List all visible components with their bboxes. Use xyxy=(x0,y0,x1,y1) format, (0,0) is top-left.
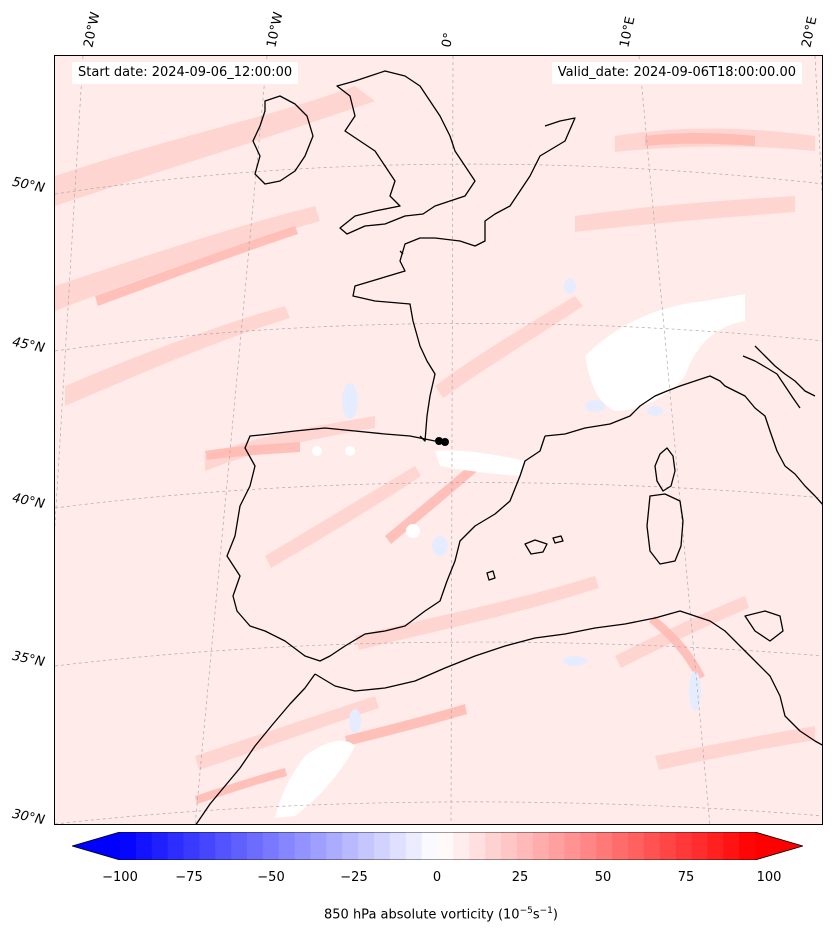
coastlines xyxy=(195,70,822,824)
colorbar-segment xyxy=(659,832,677,860)
lat-label-40n: 40°N xyxy=(10,490,46,513)
colorbar-tick-neg75: −75 xyxy=(175,870,203,885)
colorbar-segment xyxy=(326,832,343,860)
colorbar-segment xyxy=(231,832,248,860)
coast-adriatic xyxy=(754,345,816,397)
lat-label-45n: 45°N xyxy=(10,334,46,357)
colorbar-segment xyxy=(167,832,185,860)
lat-label-30n: 30°N xyxy=(10,806,46,829)
negative-vorticity-patches xyxy=(342,278,701,733)
colorbar-segment xyxy=(691,832,708,860)
colorbar-segment xyxy=(516,832,534,860)
colorbar-segment xyxy=(532,832,550,860)
map-frame xyxy=(54,55,823,825)
start-date-label: Start date: 2024-09-06_12:00:00 xyxy=(72,62,299,84)
colorbar-segment xyxy=(199,832,216,860)
colorbar-segment xyxy=(437,832,454,860)
colorbar-segment xyxy=(374,832,391,860)
vorticity-bands xyxy=(55,86,815,770)
colorbar-segment xyxy=(485,832,502,860)
colorbar-tick-0: 0 xyxy=(432,870,442,885)
colorbar-segment xyxy=(501,832,518,860)
coast-morocco xyxy=(195,673,316,824)
colorbar-segment xyxy=(548,832,566,860)
coast-menorca xyxy=(552,535,564,544)
colorbar-extend-min xyxy=(72,832,120,860)
coast-ireland xyxy=(252,95,314,185)
colorbar-segment xyxy=(294,832,312,860)
colorbar-tick-25: 25 xyxy=(511,870,529,885)
colorbar-segments xyxy=(120,832,756,860)
colorbar-segment xyxy=(135,832,153,860)
colorbar-segment xyxy=(596,832,613,860)
coast-north-europe xyxy=(352,117,576,442)
colorbar-segment xyxy=(310,832,327,860)
coast-channel-islands xyxy=(399,250,404,255)
colorbar-segment xyxy=(628,832,645,860)
lon-label-0: 0° xyxy=(439,31,458,49)
lat-label-50n: 50°N xyxy=(10,174,46,197)
colorbar-segment xyxy=(723,832,740,860)
coast-north-africa xyxy=(314,610,822,746)
lon-label-10e: 10°E xyxy=(617,15,639,50)
colorbar-segment xyxy=(643,832,661,860)
colorbar-label: 850 hPa absolute vorticity (10−5s−1) xyxy=(324,906,558,923)
colorbar-tick-100: 100 xyxy=(756,870,782,885)
colorbar-tick-neg25: −25 xyxy=(340,870,368,885)
coast-corsica xyxy=(654,447,676,492)
colorbar-segment xyxy=(453,832,470,860)
coast-ibiza xyxy=(486,570,496,581)
colorbar-segment xyxy=(469,832,486,860)
colorbar-segment xyxy=(342,832,359,860)
colorbar-segment xyxy=(564,832,581,860)
coast-sicily xyxy=(744,610,784,642)
colorbar-extend-max xyxy=(755,832,803,860)
colorbar-segment xyxy=(278,832,296,860)
colorbar-segment xyxy=(739,832,756,860)
lon-label-20e: 20°E xyxy=(799,15,821,50)
colorbar-tick-neg100: −100 xyxy=(102,870,138,885)
coast-iberia xyxy=(226,427,546,662)
coast-great-britain xyxy=(336,70,476,235)
vorticity-map xyxy=(55,56,822,824)
colorbar xyxy=(72,832,803,860)
location-marker xyxy=(435,437,449,446)
coast-sardinia xyxy=(646,493,684,565)
colorbar-segment xyxy=(151,832,169,860)
colorbar-tick-50: 50 xyxy=(594,870,612,885)
colorbar-segment xyxy=(215,832,232,860)
lon-label-10w: 10°W xyxy=(264,10,287,49)
colorbar-segment xyxy=(120,832,137,860)
coast-gulf-of-lion-italy xyxy=(544,375,822,505)
colorbar-tick-75: 75 xyxy=(677,870,695,885)
colorbar-tick-neg50: −50 xyxy=(257,870,285,885)
colorbar-segment xyxy=(580,832,597,860)
colorbar-segment xyxy=(707,832,724,860)
coast-mallorca xyxy=(524,539,548,555)
lon-label-20w: 20°W xyxy=(81,10,104,49)
valid-date-label: Valid_date: 2024-09-06T18:00:00.00 xyxy=(551,62,802,84)
coast-italy-east xyxy=(742,355,801,409)
colorbar-segment xyxy=(183,832,200,860)
colorbar-segment xyxy=(675,832,693,860)
graticule xyxy=(55,56,822,824)
colorbar-segment xyxy=(612,832,629,860)
missing-data-patches xyxy=(275,294,745,818)
colorbar-segment xyxy=(358,832,375,860)
colorbar-segment xyxy=(405,832,423,860)
colorbar-segment xyxy=(247,832,264,860)
lat-label-35n: 35°N xyxy=(10,648,46,671)
colorbar-segment xyxy=(421,832,439,860)
colorbar-segment xyxy=(262,832,280,860)
colorbar-segment xyxy=(389,832,407,860)
